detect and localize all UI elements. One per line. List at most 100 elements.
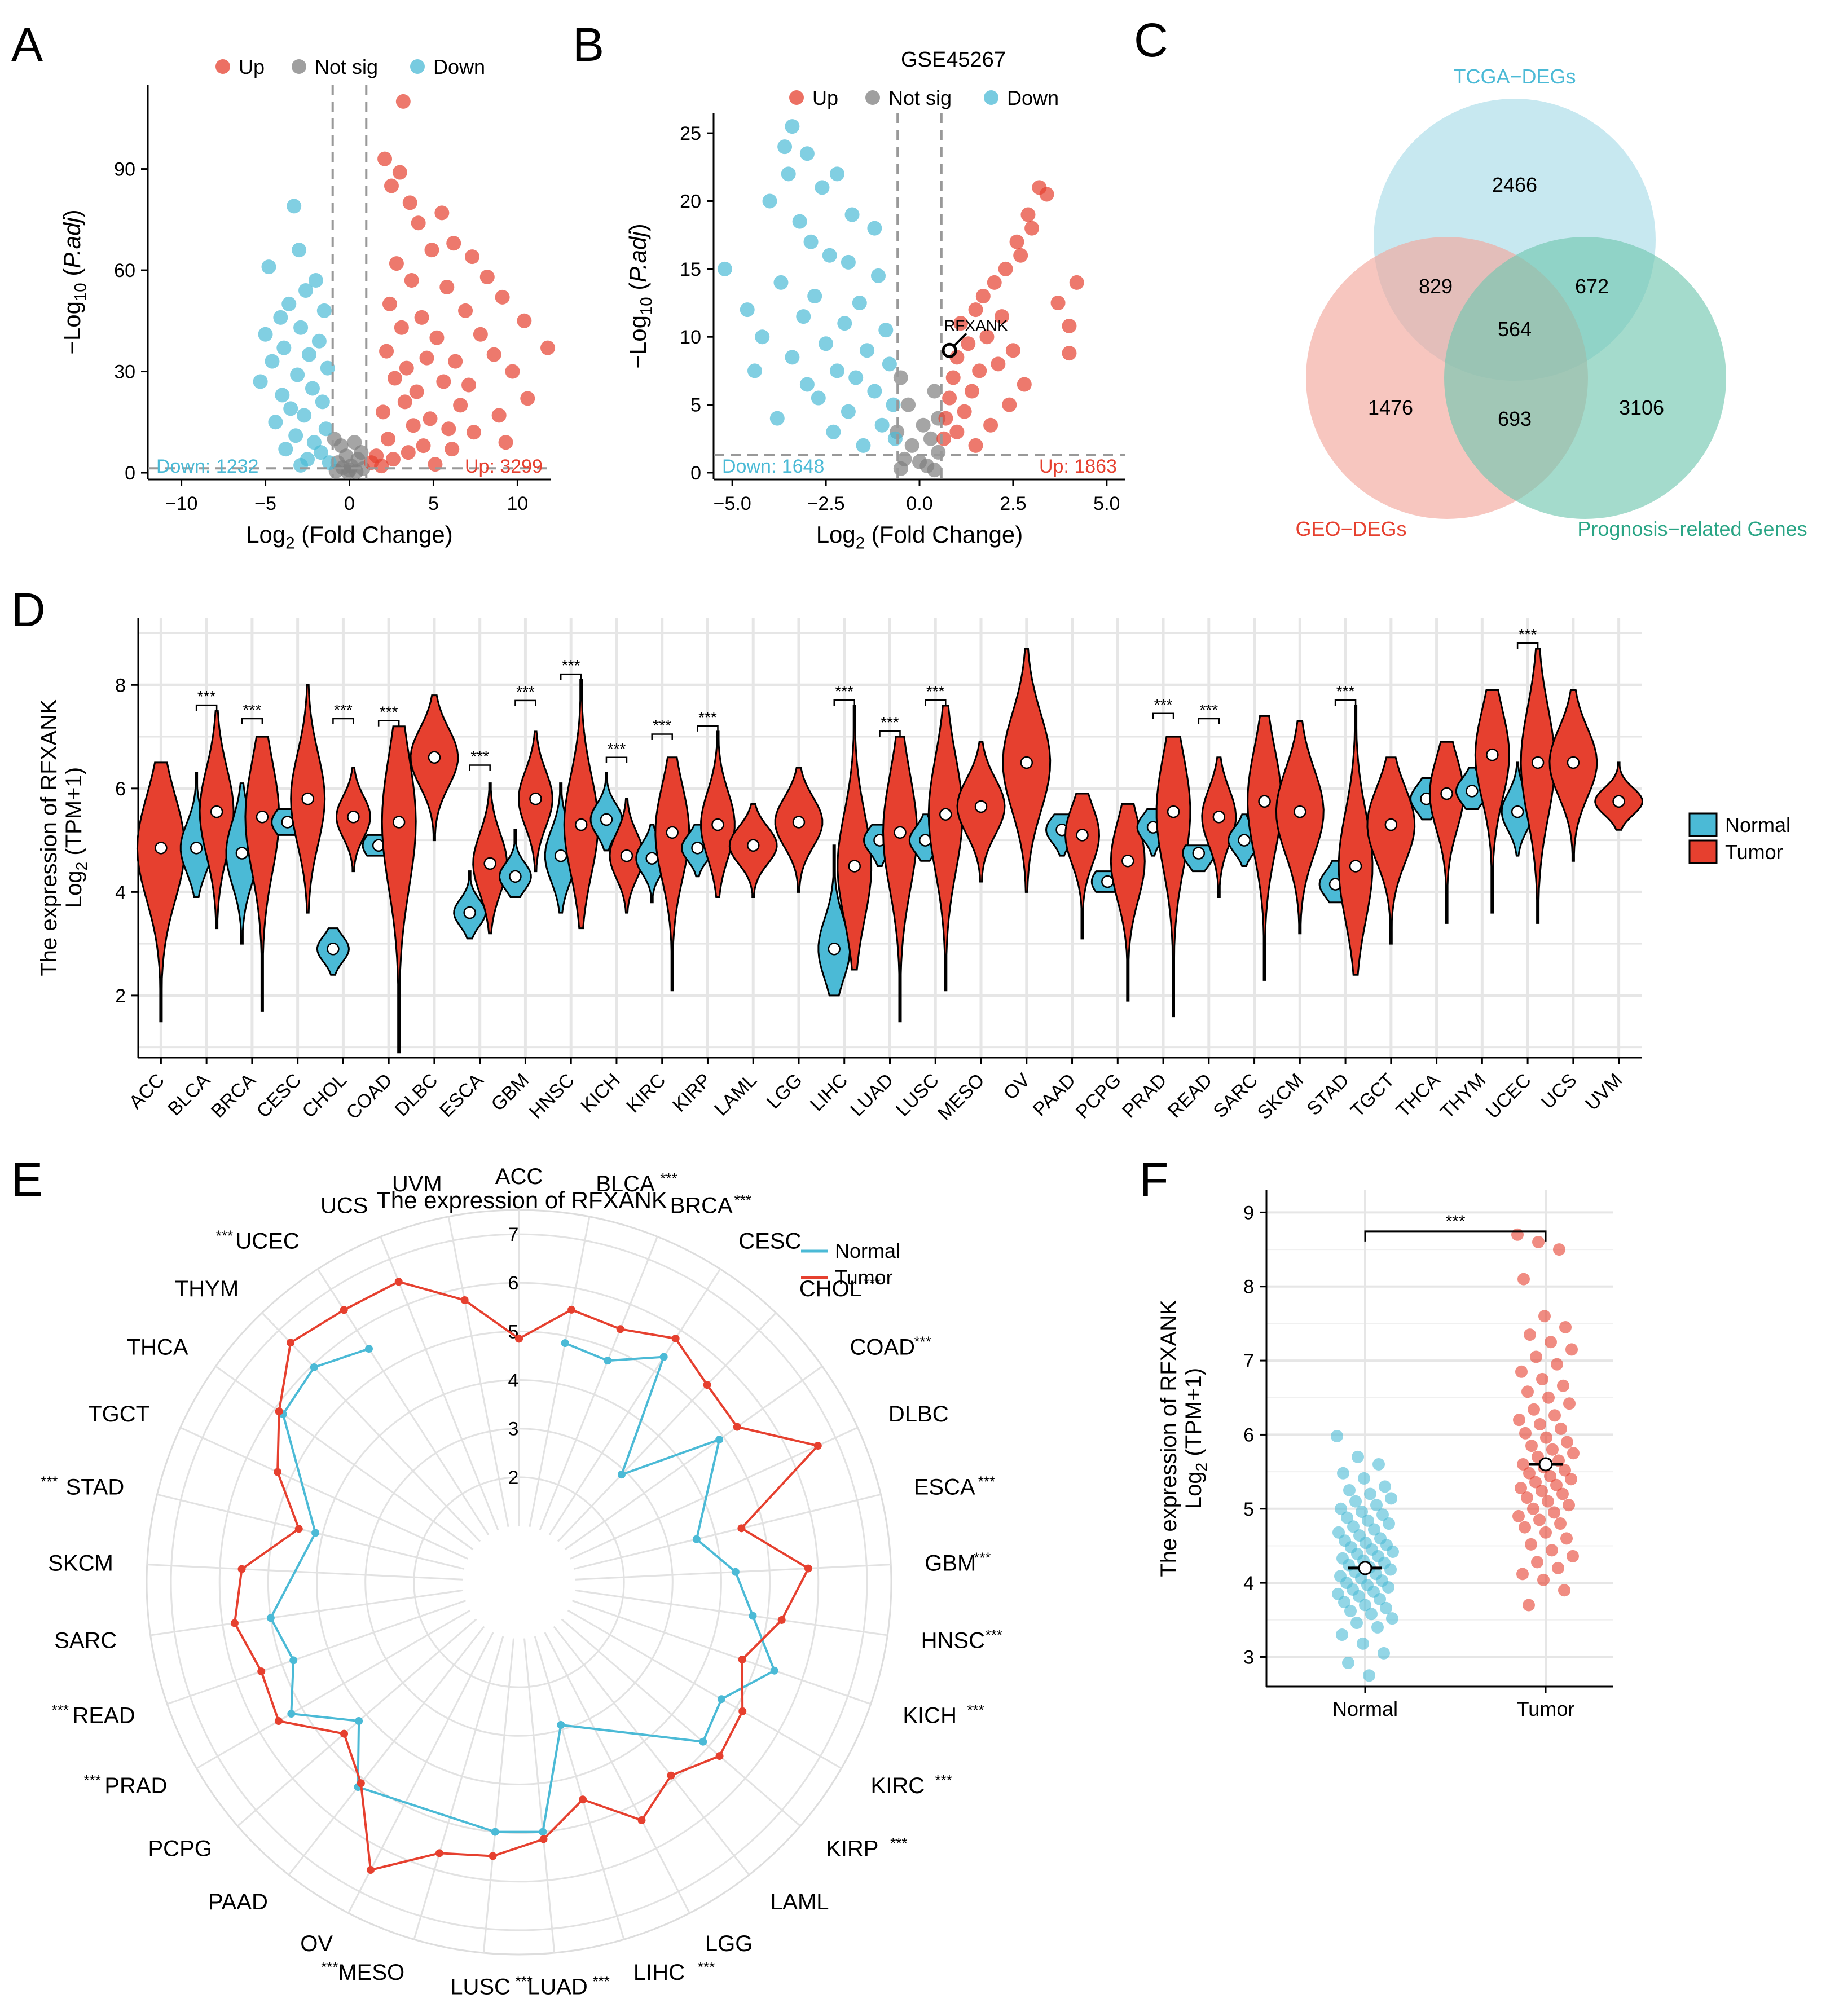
- radar-point-normal: [355, 1717, 363, 1726]
- radar-point-tumor: [667, 1771, 675, 1780]
- radar-label-read: READ: [72, 1703, 135, 1728]
- violin-tumor-median: [1076, 829, 1089, 842]
- y-tick-label: 0: [125, 463, 135, 484]
- radar-point-tumor: [367, 1866, 375, 1874]
- data-point-tumor: [1550, 1478, 1563, 1491]
- data-point-up: [397, 394, 412, 410]
- data-point-down: [265, 354, 280, 369]
- data-point-up: [409, 384, 424, 399]
- data-point-normal: [1376, 1508, 1389, 1521]
- data-point-normal: [1349, 1495, 1362, 1508]
- venn-count-all: 564: [1498, 318, 1532, 341]
- radar-label-lusc: LUSC: [450, 1975, 511, 2000]
- data-point-down: [792, 214, 807, 229]
- data-point-tumor: [1546, 1544, 1558, 1557]
- data-point-down: [837, 316, 852, 331]
- data-point-up: [445, 442, 460, 457]
- x-tick-label-cesc: CESC: [253, 1069, 306, 1123]
- data-point-up: [949, 424, 965, 439]
- data-point-up: [411, 215, 426, 231]
- venn-count-tcga-prog: 672: [1575, 275, 1609, 298]
- violin-tumor: [1338, 705, 1374, 976]
- data-point-tumor: [1515, 1482, 1527, 1494]
- legend-label: Down: [1007, 86, 1059, 109]
- data-point-down: [290, 367, 305, 382]
- data-point-up: [998, 261, 1013, 276]
- x-tick-label-read: READ: [1164, 1069, 1217, 1123]
- significance-stars: ***: [1154, 696, 1173, 714]
- data-point-tumor: [1540, 1431, 1552, 1444]
- data-point-normal: [1371, 1621, 1384, 1634]
- radar-point-normal: [561, 1339, 569, 1348]
- data-point-down: [844, 207, 860, 222]
- data-point-up: [384, 178, 399, 193]
- radar-point-tumor: [813, 1442, 822, 1450]
- data-point-down: [785, 119, 800, 134]
- radar-spoke: [413, 1636, 504, 1940]
- y-tick-label: 10: [680, 327, 701, 348]
- data-point-up: [406, 418, 421, 433]
- violin-tumor-median: [1294, 805, 1306, 818]
- venn-count-geo-only: 1476: [1368, 396, 1413, 419]
- panel-letter-f: F: [1140, 1153, 1168, 1206]
- radar-significance-stars: ***: [935, 1772, 952, 1789]
- x-tick-label-tgct: TGCT: [1347, 1069, 1398, 1121]
- radar-significance-stars: ***: [216, 1227, 233, 1244]
- radar-point-normal: [770, 1666, 778, 1675]
- data-point-tumor: [1551, 1358, 1563, 1371]
- radar-point-normal: [659, 1353, 668, 1361]
- data-point-tumor: [1521, 1385, 1534, 1398]
- data-point-down: [882, 356, 897, 372]
- legend-label-tumor: Tumor: [1725, 840, 1783, 864]
- x-tick-label-lusc: LUSC: [892, 1069, 943, 1121]
- data-point-tumor: [1567, 1447, 1580, 1460]
- radar-point-tumor: [294, 1525, 303, 1533]
- data-point-up: [498, 435, 513, 450]
- data-point-normal: [1337, 1467, 1349, 1480]
- data-point-normal: [1359, 1599, 1371, 1612]
- highlight-pointer: [953, 332, 967, 347]
- x-tick-label-paad: PAAD: [1029, 1069, 1080, 1121]
- radar-significance-stars: ***: [52, 1701, 69, 1718]
- data-point-tumor: [1511, 1228, 1524, 1241]
- panel-letter-e: E: [11, 1153, 43, 1206]
- radar-spoke: [150, 1589, 464, 1636]
- radar-point-normal: [604, 1357, 612, 1365]
- y-tick-label: 8: [1243, 1276, 1254, 1298]
- radar-significance-stars: ***: [974, 1550, 991, 1566]
- data-point-down: [799, 377, 815, 392]
- data-point-up: [1020, 207, 1036, 222]
- x-tick-label: 2.5: [1000, 493, 1026, 514]
- data-point-up: [1039, 187, 1054, 202]
- violin-tumor-median: [574, 818, 588, 831]
- violin-tumor: [882, 736, 918, 1023]
- y-axis-title: −Log10 (P.adj): [624, 223, 656, 368]
- violin-tumor: [1429, 741, 1465, 924]
- violin-normal-median: [1511, 805, 1524, 818]
- data-point-tumor: [1558, 1584, 1570, 1597]
- data-point-normal: [1370, 1499, 1383, 1512]
- data-point-tumor: [1565, 1343, 1578, 1356]
- violin-tumor: [1201, 756, 1237, 898]
- data-point-tumor: [1548, 1506, 1560, 1519]
- radar-spoke: [482, 1638, 514, 1953]
- x-tick-label-brca: BRCA: [207, 1069, 260, 1123]
- violin-normal-median: [1192, 847, 1206, 860]
- radar-point-tumor: [489, 1852, 497, 1860]
- data-point-up: [473, 327, 488, 342]
- radar-tick-label: 4: [508, 1370, 519, 1392]
- violin-normal-median: [600, 813, 613, 826]
- radar-label-thym: THYM: [175, 1276, 239, 1301]
- violin-tumor-median: [1020, 756, 1033, 769]
- violin-tumor-median: [894, 826, 907, 839]
- radar-spoke: [573, 1493, 881, 1570]
- y-axis-title-line1: The expression of RFXANK: [37, 699, 61, 976]
- radar-spoke: [447, 1216, 509, 1528]
- radar-point-tumor: [274, 1717, 283, 1725]
- data-point-down: [717, 261, 732, 276]
- significance-stars: ***: [1336, 683, 1355, 700]
- data-point-tumor: [1553, 1243, 1565, 1256]
- significance-bracket: [332, 718, 354, 724]
- data-point-up: [495, 289, 510, 305]
- radar-label-sarc: SARC: [54, 1628, 117, 1653]
